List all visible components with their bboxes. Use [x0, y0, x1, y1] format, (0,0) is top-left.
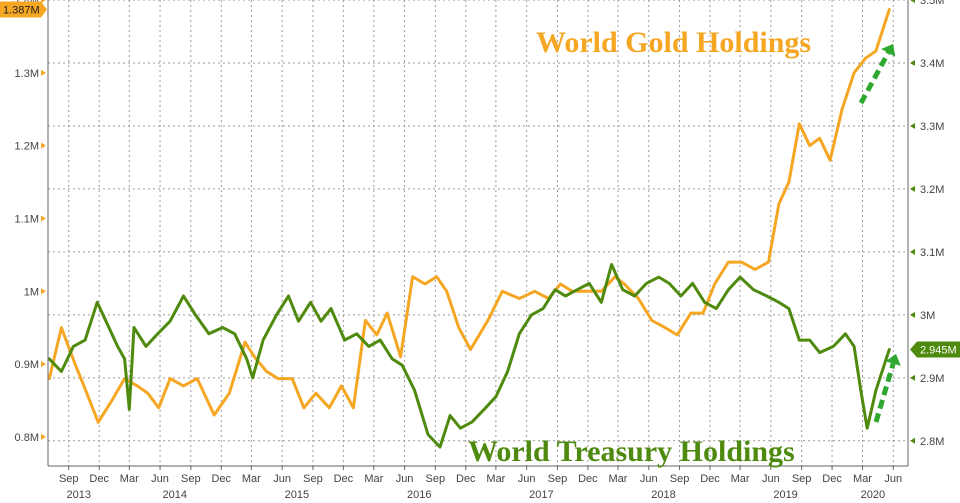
x-month-label: Jun — [884, 473, 902, 485]
x-year-label: 2016 — [407, 489, 431, 501]
x-month-label: Sep — [426, 473, 446, 485]
left-axis-tick — [41, 142, 46, 149]
left-axis-tick — [41, 361, 46, 368]
x-month-label: Mar — [853, 473, 872, 485]
gold-last-value-badge: 1.387M — [0, 1, 47, 18]
series-line — [47, 263, 891, 449]
x-year-label: 2019 — [773, 489, 797, 501]
series-line — [47, 8, 891, 424]
x-month-label: Sep — [548, 473, 568, 485]
x-month-label: Sep — [59, 473, 79, 485]
x-month-label: Mar — [609, 473, 628, 485]
x-month-label: Mar — [120, 473, 139, 485]
x-month-label: Dec — [578, 473, 598, 485]
left-axis-tick-label: 1.3M — [15, 68, 39, 80]
treasury-trend-arrow-icon — [873, 354, 901, 423]
gold-trend-arrow-icon — [858, 44, 896, 105]
left-axis-tick-label: 0.8M — [15, 432, 39, 444]
x-month-label: Mar — [364, 473, 383, 485]
annotations: World Gold Holdings World Treasury Holdin… — [468, 26, 901, 468]
x-month-label: Jun — [762, 473, 780, 485]
right-axis-tick — [910, 185, 915, 192]
right-axis-tick-label: 3.3M — [920, 121, 944, 133]
x-month-label: Sep — [670, 473, 690, 485]
right-axis-tick — [910, 122, 915, 129]
x-month-label: Dec — [211, 473, 231, 485]
left-axis-tick — [41, 215, 46, 222]
x-month-label: Sep — [181, 473, 201, 485]
x-month-label: Dec — [89, 473, 109, 485]
left-axis-tick — [41, 0, 46, 3]
right-axis-tick-label: 3.5M — [920, 0, 944, 7]
left-axis-tick — [41, 288, 46, 295]
x-month-label: Dec — [822, 473, 842, 485]
x-month-label: Mar — [731, 473, 750, 485]
right-axis-tick-label: 2.8M — [920, 436, 944, 448]
right-axis-tick — [910, 59, 915, 66]
x-year-label: 2020 — [861, 489, 885, 501]
x-year-label: 2017 — [529, 489, 553, 501]
right-axis-tick — [910, 311, 915, 318]
x-month-label: Jun — [396, 473, 414, 485]
left-axis-tick-label: 0.9M — [15, 359, 39, 371]
x-month-label: Dec — [334, 473, 354, 485]
right-axis-tick — [910, 248, 915, 255]
right-axis-tick-label: 3M — [920, 310, 935, 322]
right-axis-tick-label: 2.9M — [920, 373, 944, 385]
gold-series-annotation: World Gold Holdings — [536, 26, 811, 59]
x-year-label: 2014 — [163, 489, 187, 501]
left-axis-tick — [41, 433, 46, 440]
right-axis-tick-label: 3.1M — [920, 247, 944, 259]
grid-lines — [48, 0, 908, 466]
gold-last-value-label: 1.387M — [3, 4, 40, 16]
x-month-label: Jun — [640, 473, 658, 485]
left-axis-tick-label: 1M — [24, 286, 39, 298]
right-axis-tick — [910, 437, 915, 444]
right-axis-tick-label: 3.2M — [920, 184, 944, 196]
x-month-label: Sep — [303, 473, 323, 485]
x-month-label: Mar — [242, 473, 261, 485]
left-axis-tick — [41, 69, 46, 76]
x-year-label: 2015 — [285, 489, 309, 501]
x-month-label: Dec — [456, 473, 476, 485]
treasury-series-annotation: World Treasury Holdings — [468, 435, 795, 468]
right-axis-tick — [910, 0, 915, 3]
x-month-label: Jun — [518, 473, 536, 485]
series-lines — [47, 8, 891, 449]
right-axis-tick — [910, 374, 915, 381]
x-year-label: 2013 — [67, 489, 91, 501]
left-axis-tick-label: 1.1M — [15, 213, 39, 225]
treasury-last-value-badge: 2.945M — [910, 341, 960, 358]
x-month-label: Jun — [151, 473, 169, 485]
right-axis-tick-label: 3.4M — [920, 58, 944, 70]
x-year-label: 2018 — [651, 489, 675, 501]
x-month-label: Jun — [273, 473, 291, 485]
x-month-label: Mar — [486, 473, 505, 485]
left-axis-tick-label: 1.2M — [15, 141, 39, 153]
x-month-label: Sep — [792, 473, 812, 485]
treasury-last-value-label: 2.945M — [920, 345, 957, 357]
x-month-label: Dec — [700, 473, 720, 485]
